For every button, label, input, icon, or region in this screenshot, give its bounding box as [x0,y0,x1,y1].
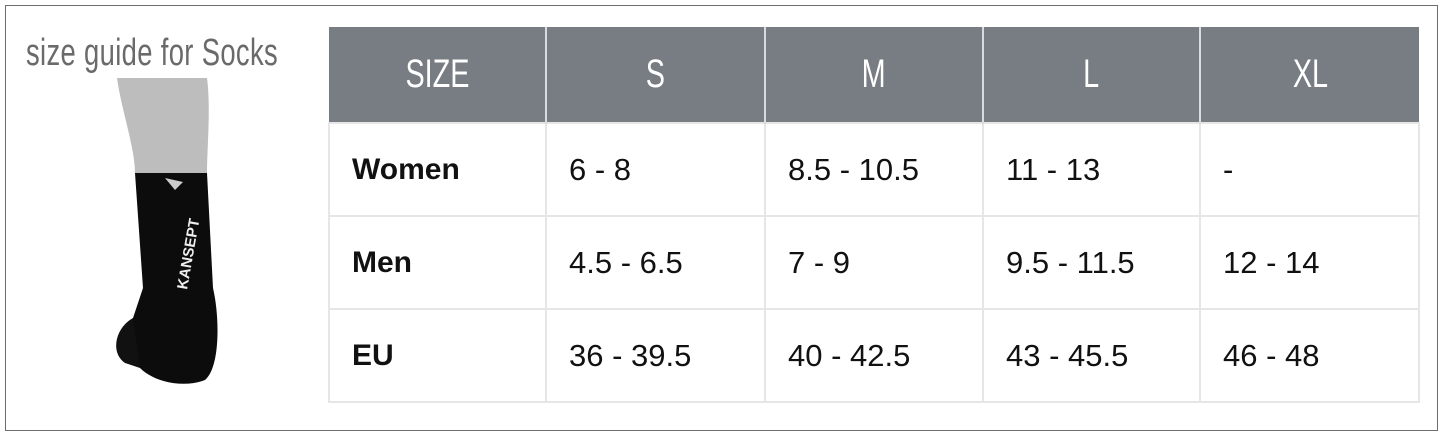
table-cell: 7 - 9 [764,215,984,310]
table-row: Men 4.5 - 6.5 7 - 9 9.5 - 11.5 12 - 14 [328,215,1420,310]
header-l: L [983,27,1201,123]
table-cell: 36 - 39.5 [545,308,766,403]
header-size: SIZE [329,27,547,123]
table-cell: 40 - 42.5 [764,308,984,403]
page-title: size guide for Socks [26,32,279,74]
table-cell: 11 - 13 [982,122,1201,217]
table-row: Women 6 - 8 8.5 - 10.5 11 - 13 - [328,122,1420,217]
sock-photo: KANSEPT [116,78,218,384]
table-row: EU 36 - 39.5 40 - 42.5 43 - 45.5 46 - 48 [328,308,1420,403]
table-cell: 8.5 - 10.5 [764,122,984,217]
row-label: Women [328,122,547,217]
table-cell: 12 - 14 [1199,215,1420,310]
header-s: S [546,27,766,123]
row-label: EU [328,308,547,403]
table-header-row: SIZE S M L XL [329,27,1419,123]
table-cell: 43 - 45.5 [982,308,1201,403]
table-cell: 4.5 - 6.5 [545,215,766,310]
table-cell: 9.5 - 11.5 [982,215,1201,310]
header-xl: XL [1200,27,1419,123]
row-label: Men [328,215,547,310]
size-table: SIZE S M L XL Women 6 - 8 8.5 - 10.5 11 … [328,27,1420,403]
table-cell: 6 - 8 [545,122,766,217]
table-cell: 46 - 48 [1199,308,1420,403]
header-m: M [765,27,984,123]
table-cell: - [1199,122,1420,217]
